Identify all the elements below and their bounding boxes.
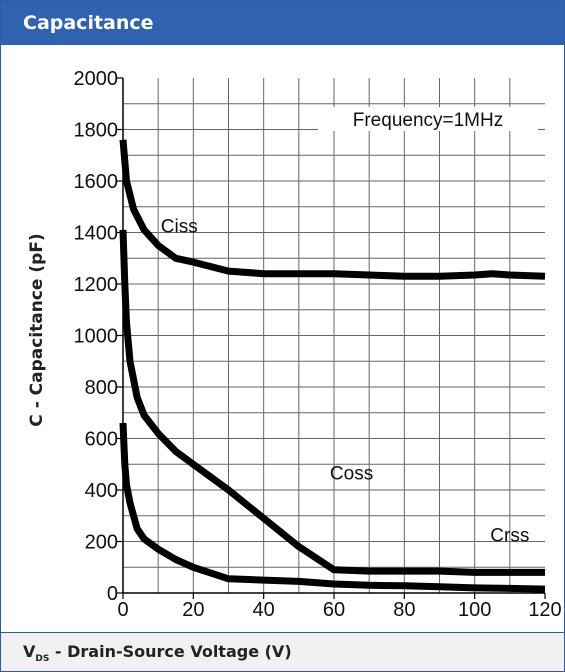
y-tick-label: 1400 (74, 223, 119, 245)
y-tick-label: 1200 (74, 274, 119, 296)
x-tick-label: 100 (458, 599, 491, 621)
series-line-coss (119, 229, 545, 576)
series-labels: Ciss Coss Crss (161, 217, 530, 547)
chart-title: Capacitance (1, 1, 564, 45)
y-tick-label: 1800 (74, 120, 119, 142)
series-label-coss: Coss (330, 464, 373, 485)
y-tick-label: 1000 (74, 326, 119, 348)
x-axis-label-prefix: V (23, 642, 36, 661)
series-lines (119, 139, 546, 593)
series-line-crss (119, 422, 546, 593)
x-tick-label: 40 (253, 599, 275, 621)
x-axis-label: VDS - Drain-Source Voltage (V) (23, 642, 292, 664)
y-tick-label: 400 (85, 480, 118, 502)
grid-lines (123, 78, 545, 593)
capacitance-chart: 0 200 400 600 800 1000 1200 1400 1600 1800 2000 0 20… (27, 68, 562, 621)
y-tick-label: 2000 (74, 68, 119, 90)
x-tick-label: 60 (323, 599, 345, 621)
frequency-annotation: Frequency=1MHz (353, 110, 503, 131)
x-tick-label: 80 (393, 599, 415, 621)
annotation-background (318, 107, 538, 131)
axes (117, 77, 546, 599)
y-tick-label: 800 (85, 377, 118, 399)
x-axis-label-subscript: DS (35, 654, 50, 665)
x-tick-label: 120 (528, 599, 561, 621)
x-axis-label-bar: VDS - Drain-Source Voltage (V) (1, 632, 564, 671)
series-line-ciss (119, 139, 546, 280)
series-label-ciss: Ciss (161, 217, 198, 238)
series-label-crss: Crss (490, 526, 529, 547)
tick-labels: 0 200 400 600 800 1000 1200 1400 1600 1800 2000 0 20… (74, 68, 562, 621)
annotation-group: Frequency=1MHz (318, 107, 538, 131)
y-tick-label: 200 (85, 532, 118, 554)
y-tick-label: 1600 (74, 171, 119, 193)
y-tick-label: 0 (107, 583, 118, 605)
x-tick-label: 0 (117, 599, 128, 621)
x-axis-label-suffix: - Drain-Source Voltage (V) (49, 642, 292, 661)
y-tick-label: 600 (85, 429, 118, 451)
x-tick-label: 20 (182, 599, 204, 621)
y-axis-label: C - Capacitance (pF) (27, 233, 47, 426)
